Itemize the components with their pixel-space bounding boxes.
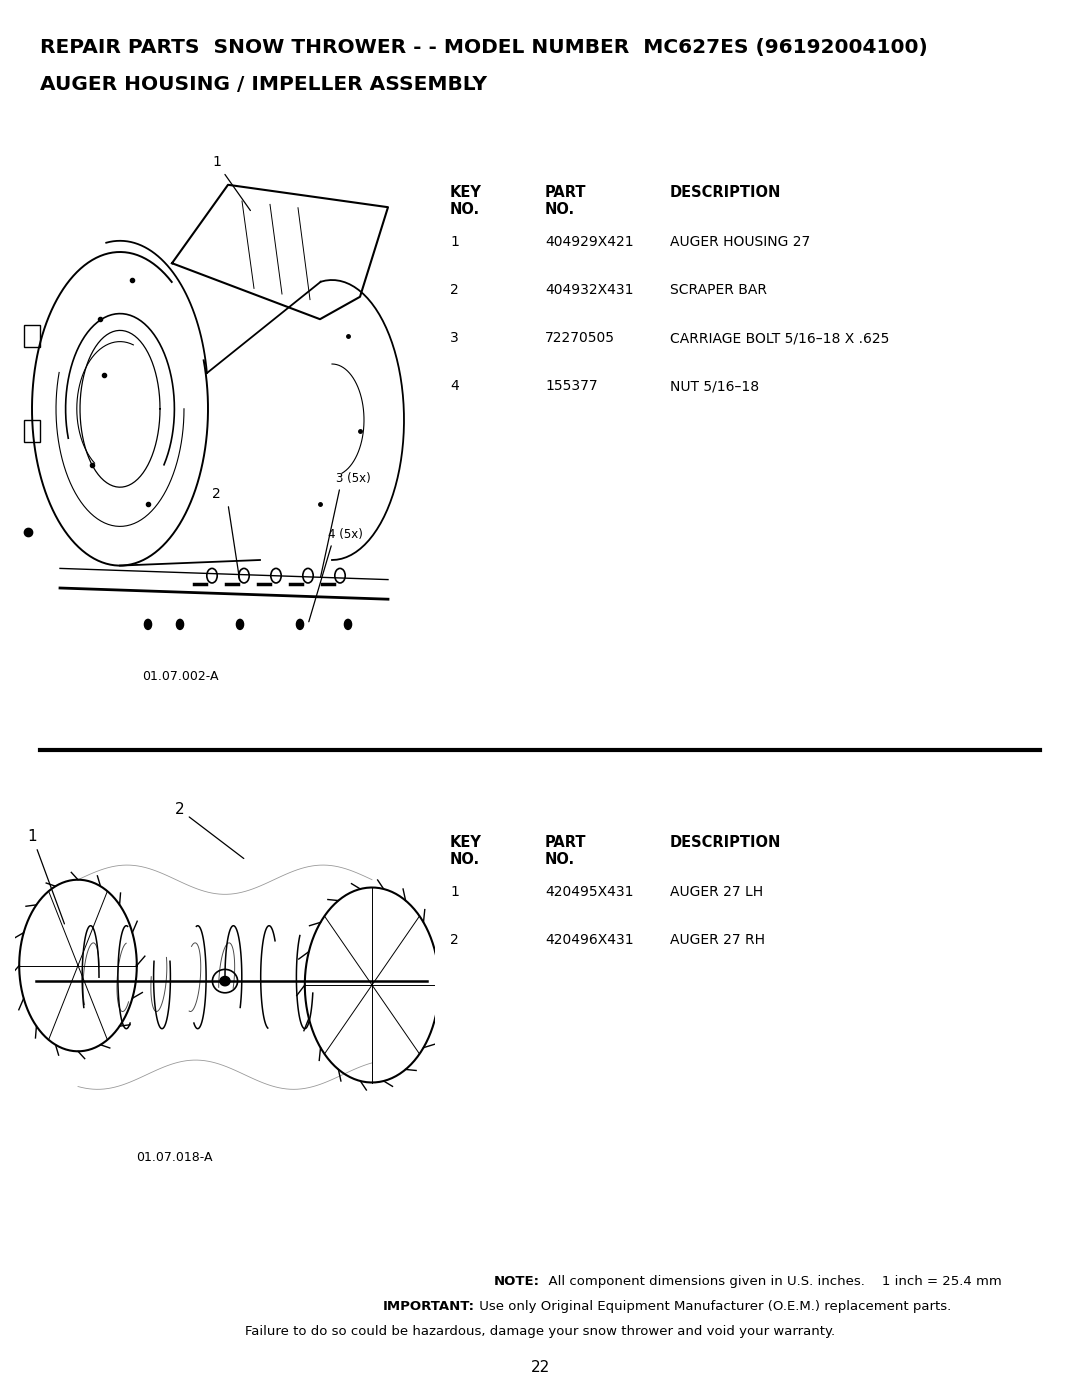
Text: 2: 2 xyxy=(450,933,459,947)
Text: 72270505: 72270505 xyxy=(545,331,615,345)
Text: 420496X431: 420496X431 xyxy=(545,933,634,947)
Text: 3: 3 xyxy=(450,331,459,345)
Text: 01.07.018-A: 01.07.018-A xyxy=(136,1151,213,1165)
FancyBboxPatch shape xyxy=(24,324,40,348)
Text: Use only Original Equipment Manufacturer (O.E.M.) replacement parts.: Use only Original Equipment Manufacturer… xyxy=(475,1301,951,1313)
Text: 01.07.002-A: 01.07.002-A xyxy=(141,671,218,683)
Circle shape xyxy=(239,569,249,583)
Circle shape xyxy=(345,619,352,630)
FancyBboxPatch shape xyxy=(24,420,40,443)
Text: 420495X431: 420495X431 xyxy=(545,886,634,900)
Circle shape xyxy=(271,569,281,583)
Circle shape xyxy=(213,970,238,993)
Text: PART
NO.: PART NO. xyxy=(545,184,586,217)
Text: 1: 1 xyxy=(212,155,251,211)
Text: DESCRIPTION: DESCRIPTION xyxy=(670,184,781,200)
Circle shape xyxy=(302,569,313,583)
Text: CARRIAGE BOLT 5/16–18 X .625: CARRIAGE BOLT 5/16–18 X .625 xyxy=(670,331,889,345)
Text: 2: 2 xyxy=(450,284,459,298)
Text: 2: 2 xyxy=(175,802,244,859)
Circle shape xyxy=(176,619,184,630)
Circle shape xyxy=(296,619,303,630)
Text: 155377: 155377 xyxy=(545,379,597,393)
Text: AUGER HOUSING 27: AUGER HOUSING 27 xyxy=(670,235,810,249)
Text: NOTE:: NOTE: xyxy=(494,1275,540,1288)
Circle shape xyxy=(206,569,217,583)
Text: 1: 1 xyxy=(28,830,65,923)
Text: 1: 1 xyxy=(450,235,459,249)
Circle shape xyxy=(145,619,151,630)
Circle shape xyxy=(335,569,346,583)
Text: DESCRIPTION: DESCRIPTION xyxy=(670,835,781,849)
Text: REPAIR PARTS  SNOW THROWER - - MODEL NUMBER  MC627ES (96192004100): REPAIR PARTS SNOW THROWER - - MODEL NUMB… xyxy=(40,38,928,57)
Text: NUT 5/16–18: NUT 5/16–18 xyxy=(670,379,759,393)
Text: 2: 2 xyxy=(212,488,220,502)
Text: 1: 1 xyxy=(450,886,459,900)
Text: 4: 4 xyxy=(450,379,459,393)
Text: 404932X431: 404932X431 xyxy=(545,284,634,298)
Text: KEY
NO.: KEY NO. xyxy=(450,184,482,217)
Circle shape xyxy=(237,619,244,630)
Text: Failure to do so could be hazardous, damage your snow thrower and void your warr: Failure to do so could be hazardous, dam… xyxy=(245,1324,835,1338)
Text: AUGER HOUSING / IMPELLER ASSEMBLY: AUGER HOUSING / IMPELLER ASSEMBLY xyxy=(40,75,487,94)
Text: All component dimensions given in U.S. inches.    1 inch = 25.4 mm: All component dimensions given in U.S. i… xyxy=(540,1275,1002,1288)
Text: 3 (5x): 3 (5x) xyxy=(336,472,370,485)
Text: 22: 22 xyxy=(530,1361,550,1375)
Text: PART
NO.: PART NO. xyxy=(545,835,586,866)
Text: 404929X421: 404929X421 xyxy=(545,235,634,249)
Circle shape xyxy=(220,977,230,986)
Text: SCRAPER BAR: SCRAPER BAR xyxy=(670,284,767,298)
Text: KEY
NO.: KEY NO. xyxy=(450,835,482,866)
Text: 4 (5x): 4 (5x) xyxy=(328,528,363,541)
Text: AUGER 27 RH: AUGER 27 RH xyxy=(670,933,765,947)
Text: AUGER 27 LH: AUGER 27 LH xyxy=(670,886,764,900)
Text: IMPORTANT:: IMPORTANT: xyxy=(383,1301,475,1313)
